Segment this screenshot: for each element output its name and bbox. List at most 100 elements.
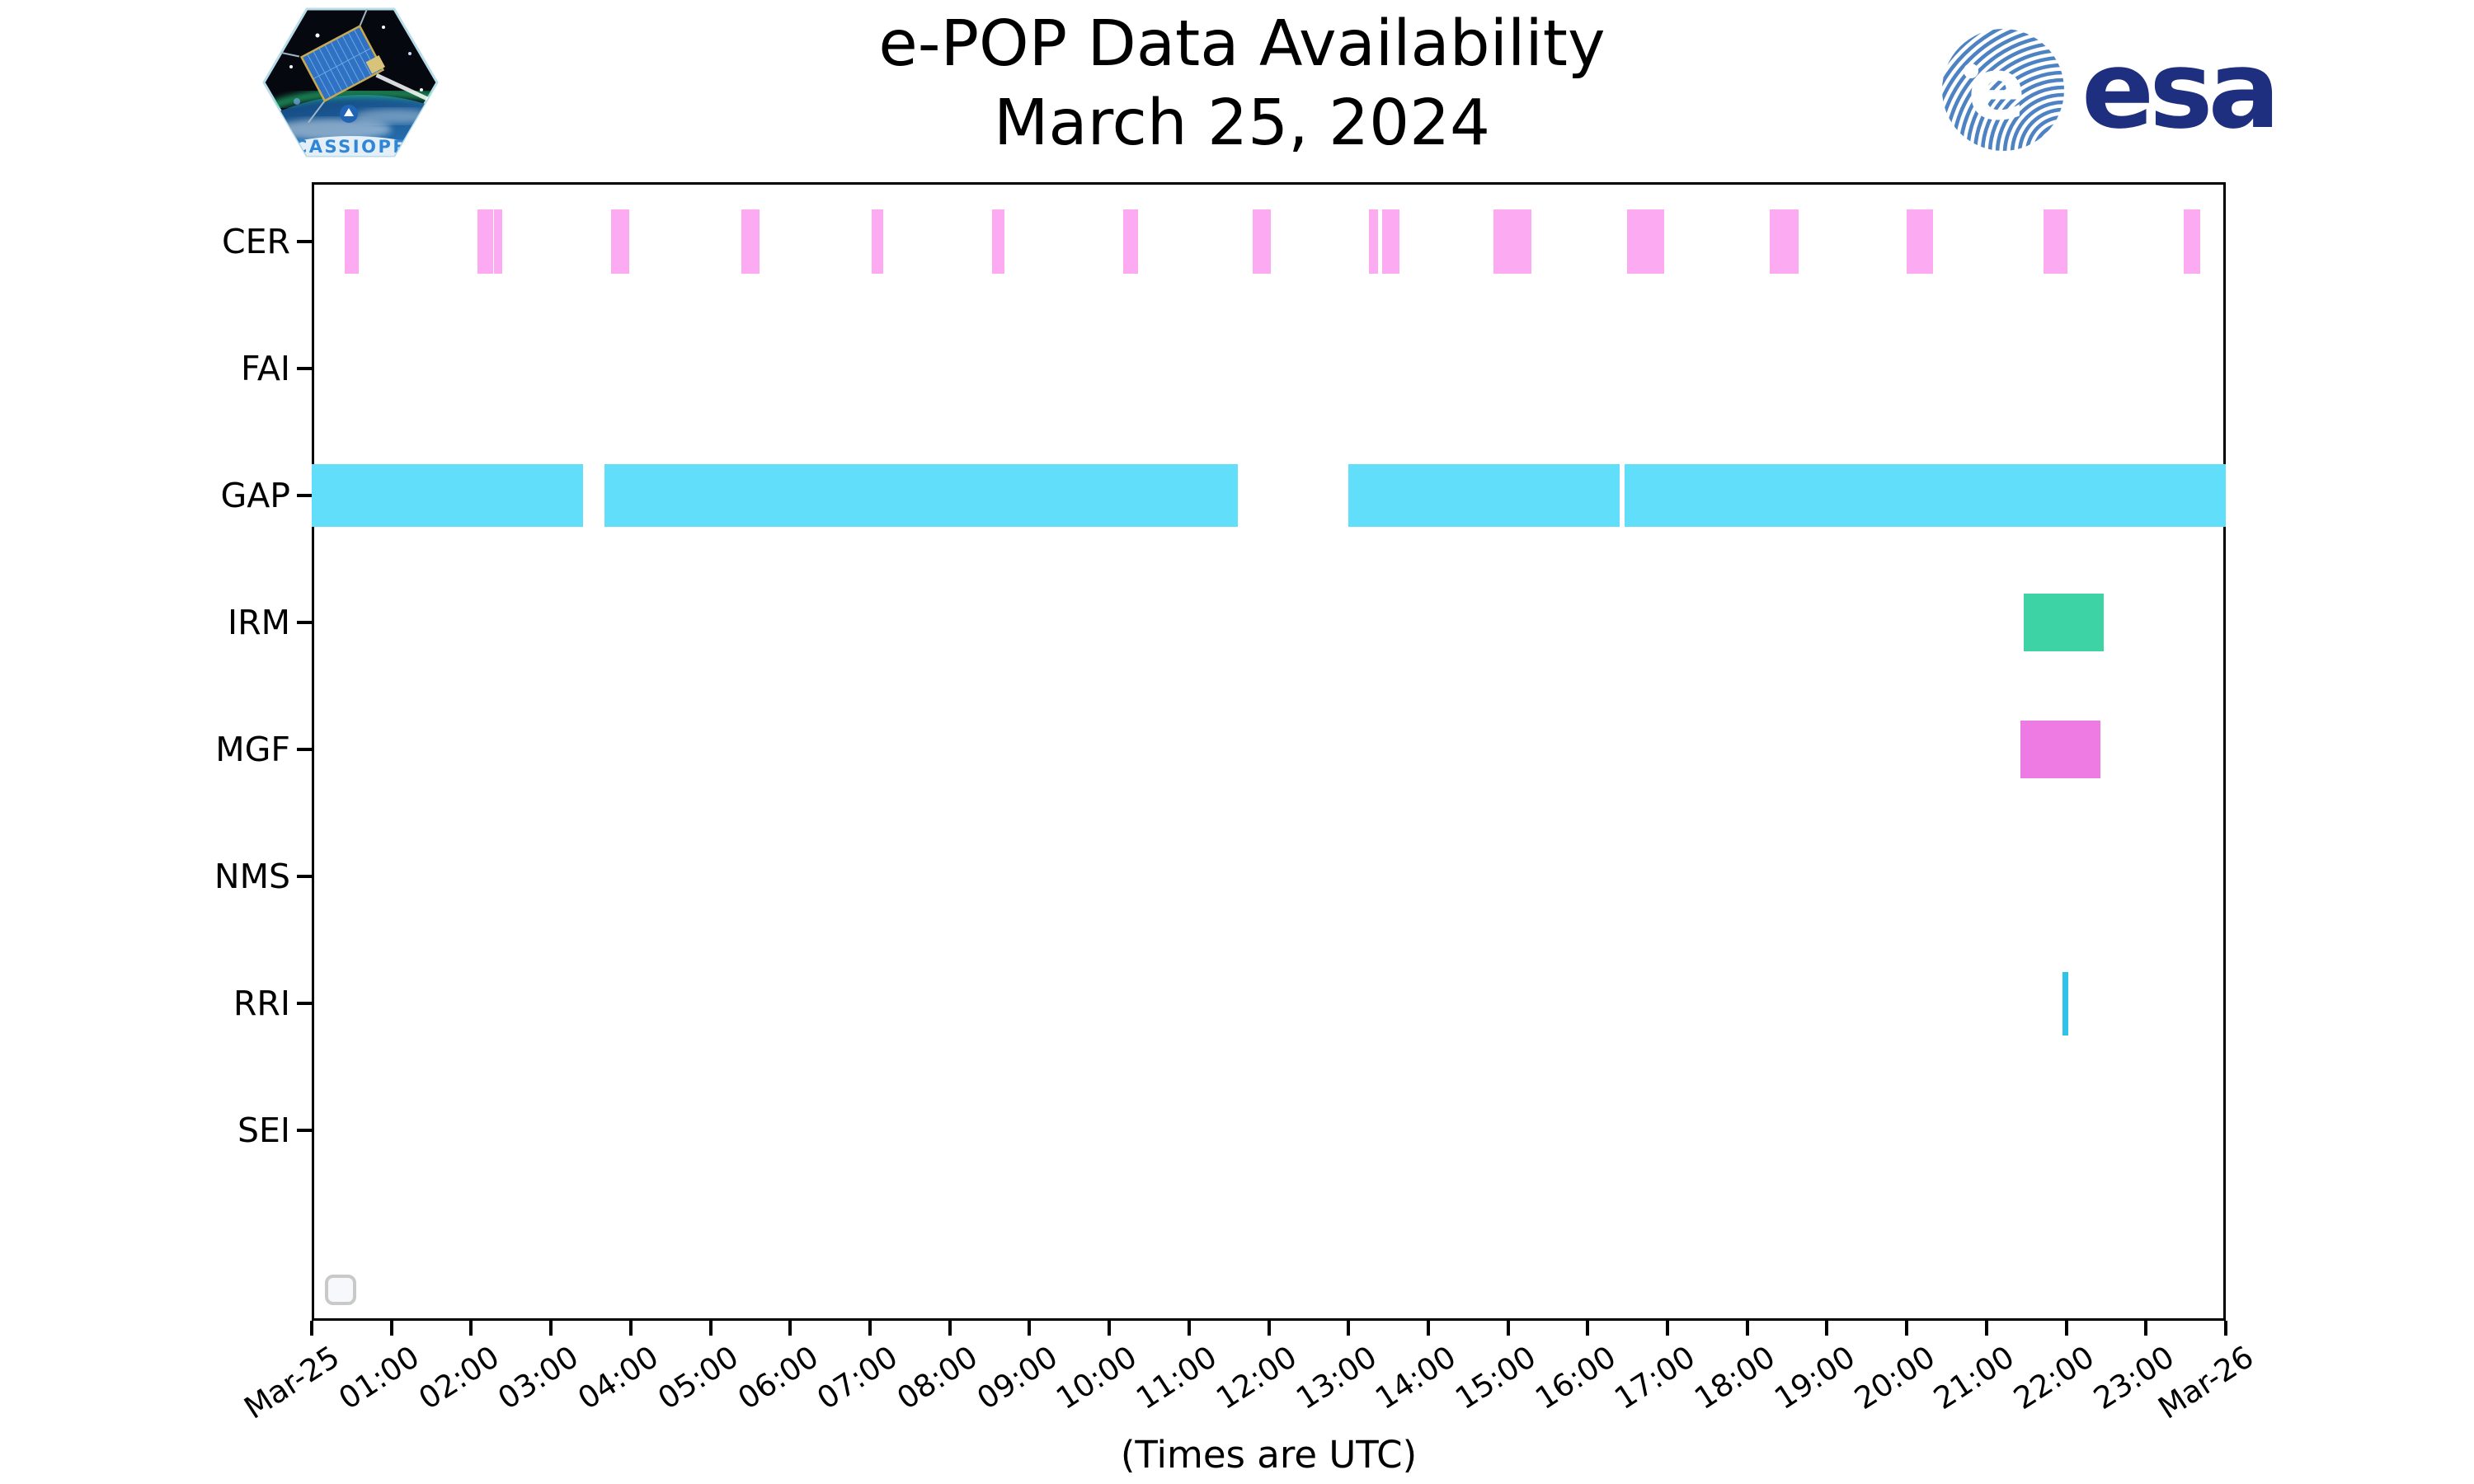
timeline-bar-mgf: [2020, 721, 2101, 778]
x-tick: [389, 1321, 393, 1336]
timeline-bar-cer: [1253, 209, 1272, 274]
row-label-rri: RRI: [233, 984, 290, 1023]
timeline-bar-cer: [344, 209, 360, 274]
x-tick-label: 19:00: [1768, 1339, 1861, 1417]
x-tick: [1267, 1321, 1271, 1336]
x-tick-label: 01:00: [332, 1339, 426, 1417]
timeline-bar-cer: [2183, 209, 2201, 274]
x-tick-label: 22:00: [2007, 1339, 2101, 1417]
timeline-bar-cer: [610, 209, 629, 274]
x-tick-label: 05:00: [651, 1339, 745, 1417]
x-tick: [310, 1321, 313, 1336]
x-tick-label: 08:00: [891, 1339, 985, 1417]
plot-area: [312, 182, 2226, 1321]
x-tick-label: 20:00: [1847, 1339, 1941, 1417]
y-tick: [297, 494, 312, 497]
row-label-sei: SEI: [237, 1111, 290, 1150]
esa-logo-graphic: e esa: [1942, 27, 2280, 153]
timeline-bar-cer: [1907, 209, 1934, 274]
x-tick-label: 17:00: [1608, 1339, 1702, 1417]
x-tick: [1108, 1321, 1112, 1336]
x-tick-label: 21:00: [1927, 1339, 2021, 1417]
x-tick: [1586, 1321, 1590, 1336]
x-tick-label: 09:00: [970, 1339, 1064, 1417]
timeline-bar-gap: [312, 464, 583, 527]
timeline-bar-rri: [2062, 971, 2069, 1036]
x-tick: [1506, 1321, 1510, 1336]
x-tick: [1028, 1321, 1032, 1336]
x-tick-label: 11:00: [1130, 1339, 1224, 1417]
x-tick: [1426, 1321, 1430, 1336]
x-tick: [948, 1321, 952, 1336]
x-tick: [549, 1321, 553, 1336]
x-tick: [2144, 1321, 2148, 1336]
timeline-bar-gap: [604, 464, 1238, 527]
x-axis-caption: (Times are UTC): [1120, 1433, 1418, 1477]
timeline-bar-cer: [477, 209, 493, 274]
cassiope-patch-graphic: CASSIOPE: [262, 7, 439, 157]
x-tick: [628, 1321, 633, 1336]
x-tick: [1347, 1321, 1351, 1336]
y-tick: [297, 240, 312, 243]
title-line-1: e-POP Data Availability: [878, 7, 1606, 81]
x-tick: [2224, 1321, 2227, 1336]
timeline-bar-gap: [1624, 464, 2226, 527]
timeline-bar-gap: [1348, 464, 1620, 527]
x-tick: [1666, 1321, 1670, 1336]
timeline-bar-cer: [1493, 209, 1531, 274]
x-tick-label: Mar-25: [238, 1339, 346, 1426]
row-label-nms: NMS: [214, 857, 290, 896]
row-label-irm: IRM: [228, 603, 290, 642]
x-tick: [1905, 1321, 1909, 1336]
page-title: e-POP Data Availability March 25, 2024: [0, 5, 2474, 164]
x-tick-label: 02:00: [412, 1339, 506, 1417]
x-tick-label: 13:00: [1289, 1339, 1383, 1417]
row-label-mgf: MGF: [215, 730, 290, 769]
timeline-bar-cer: [741, 209, 760, 274]
x-tick-label: 15:00: [1449, 1339, 1543, 1417]
legend-box: [325, 1275, 356, 1305]
x-tick: [1745, 1321, 1749, 1336]
esa-wordmark: esa: [2081, 27, 2275, 153]
y-tick: [297, 367, 312, 370]
x-tick: [1187, 1321, 1191, 1336]
y-tick: [297, 1002, 312, 1005]
cassiope-patch-label: CASSIOPE: [294, 137, 407, 157]
row-label-fai: FAI: [241, 349, 290, 388]
x-tick-label: 12:00: [1210, 1339, 1303, 1417]
timeline-bar-cer: [1122, 209, 1138, 274]
timeline-bar-cer: [1381, 209, 1400, 274]
esa-logo: e esa: [1940, 23, 2418, 157]
x-tick: [1825, 1321, 1829, 1336]
timeline-bar-cer: [1769, 209, 1799, 274]
y-tick: [297, 1129, 312, 1132]
timeline-bar-cer: [871, 209, 884, 274]
row-label-cer: CER: [221, 222, 290, 261]
cassiope-mission-patch: CASSIOPE: [260, 4, 441, 161]
x-tick-label: 10:00: [1050, 1339, 1144, 1417]
y-tick: [297, 621, 312, 624]
timeline-bar-cer: [991, 209, 1005, 274]
x-tick-label: 06:00: [731, 1339, 825, 1417]
svg-text:e: e: [1968, 39, 2026, 139]
timeline-bar-cer: [2043, 209, 2067, 274]
x-tick: [708, 1321, 713, 1336]
row-label-gap: GAP: [220, 476, 290, 515]
y-tick: [297, 875, 312, 878]
x-tick-label: 14:00: [1369, 1339, 1463, 1417]
x-tick: [469, 1321, 473, 1336]
timeline-bar-cer: [494, 209, 503, 274]
x-tick-label: 04:00: [571, 1339, 666, 1417]
x-tick: [868, 1321, 872, 1336]
y-tick: [297, 748, 312, 751]
timeline-bar-irm: [2024, 594, 2105, 651]
x-tick-label: 07:00: [811, 1339, 905, 1417]
timeline-bar-cer: [1626, 209, 1665, 274]
x-tick: [2064, 1321, 2068, 1336]
x-tick: [788, 1321, 793, 1336]
x-tick-label: 03:00: [492, 1339, 586, 1417]
title-line-2: March 25, 2024: [993, 87, 1491, 161]
timeline-bar-cer: [1369, 209, 1378, 274]
x-tick: [1984, 1321, 1988, 1336]
